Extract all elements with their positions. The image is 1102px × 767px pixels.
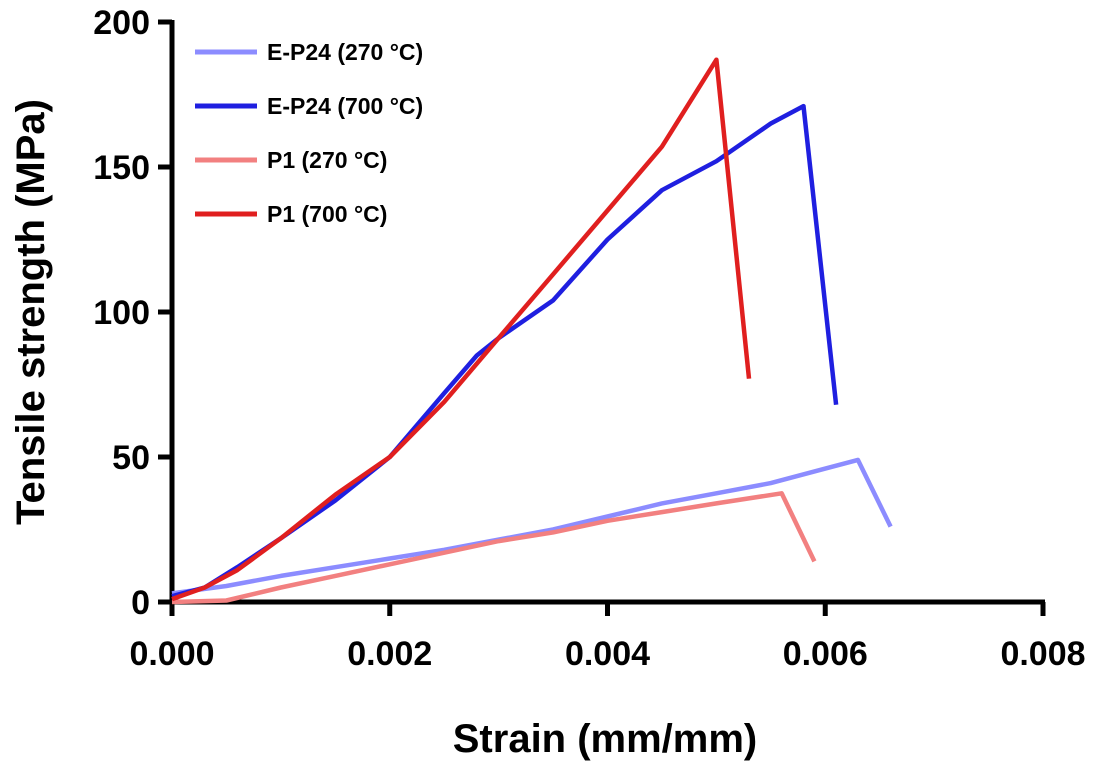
y-tick-label: 50 [112,439,150,477]
x-tick-label: 0.002 [347,635,432,673]
y-tick-label: 100 [93,294,150,332]
x-axis-title: Strain (mm/mm) [453,717,758,761]
x-tick-label: 0.000 [129,635,214,673]
x-tick-label: 0.006 [783,635,868,673]
y-tick-label: 200 [93,4,150,42]
legend-label-p1-270-c: P1 (270 °C) [267,147,387,173]
y-tick-label: 150 [93,149,150,187]
legend-label-e-p24-700-c: E-P24 (700 °C) [267,93,423,119]
legend-label-p1-700-c: P1 (700 °C) [267,201,387,227]
x-tick-label: 0.004 [565,635,650,673]
y-tick-label: 0 [131,584,150,622]
series-line-e-p24-700-c [171,103,839,599]
series-line-e-p24-270-c [171,457,893,596]
series-line-p1-700-c [171,57,752,602]
x-tick-label: 0.008 [1000,635,1085,673]
axes-group: 0 50 100 150 200 0.000 0.002 0.004 0.006 0.008 [93,4,1085,673]
legend-label-e-p24-270-c: E-P24 (270 °C) [267,39,423,65]
legend: E-P24 (270 °C) E-P24 (700 °C) P1 (270 °C) P… [195,39,423,227]
series-line-p1-270-c [171,491,817,605]
series-group [171,57,893,605]
y-axis-title: Tensile strength (MPa) [9,99,53,525]
